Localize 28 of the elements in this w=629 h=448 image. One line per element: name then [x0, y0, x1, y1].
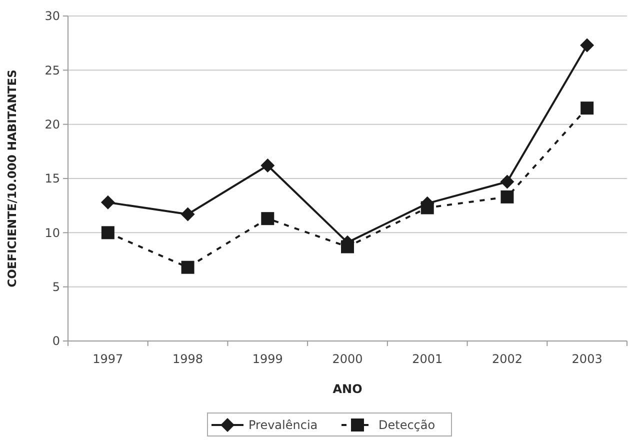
point: [261, 212, 274, 226]
legend-label: Prevalência: [248, 418, 318, 432]
y-tick-label: 5: [52, 280, 60, 294]
point: [260, 158, 275, 172]
y-tick-label: 15: [44, 172, 60, 186]
point: [500, 190, 514, 204]
y-tick-label: 25: [44, 63, 60, 78]
point: [181, 260, 194, 274]
legend-label: Detecção: [378, 418, 436, 432]
x-tick-label: 2001: [412, 352, 443, 366]
point: [580, 102, 594, 115]
point: [180, 207, 195, 222]
y-axis-title: COEFICIENTE/10.000 HABITANTES: [5, 70, 19, 288]
y-tick-label: 30: [44, 9, 60, 24]
x-axis-title: ANO: [332, 382, 362, 396]
y-tick-label: 10: [44, 226, 60, 240]
x-tick-label: 2003: [572, 352, 602, 366]
x-tick-label: 1997: [92, 352, 124, 366]
x-tick-label: 2000: [332, 352, 363, 366]
y-tick-label: 0: [52, 334, 60, 348]
point: [580, 38, 594, 52]
point: [100, 195, 115, 210]
x-tick-label: 2002: [492, 352, 522, 366]
point: [101, 226, 114, 240]
x-tick-label: 1999: [252, 352, 283, 366]
y-tick-label: 20: [44, 118, 60, 132]
x-tick-label: 1998: [172, 352, 204, 366]
point: [500, 174, 514, 189]
